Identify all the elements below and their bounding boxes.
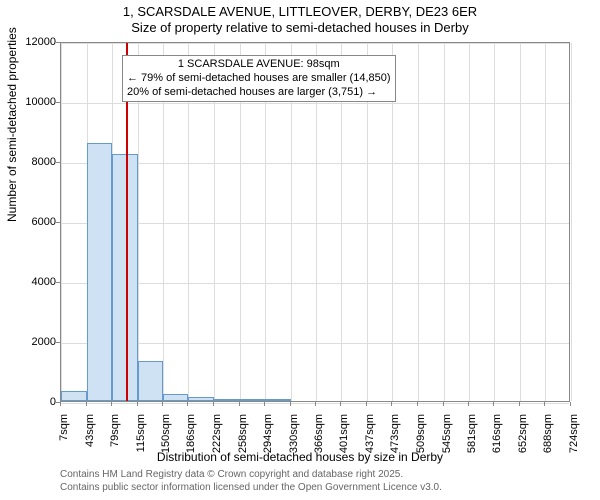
x-tick-label: 330sqm bbox=[288, 414, 300, 453]
chart-container: 1, SCARSDALE AVENUE, LITTLEOVER, DERBY, … bbox=[0, 0, 600, 500]
x-tick-label: 115sqm bbox=[135, 414, 147, 452]
y-tick-mark bbox=[56, 342, 60, 343]
x-tick-mark bbox=[493, 402, 494, 406]
histogram-bar bbox=[214, 399, 240, 401]
footer-attribution: Contains HM Land Registry data © Crown c… bbox=[60, 469, 442, 494]
x-tick-label: 186sqm bbox=[185, 414, 197, 453]
gridline-v bbox=[545, 43, 546, 401]
annotation-box: 1 SCARSDALE AVENUE: 98sqm← 79% of semi-d… bbox=[122, 55, 396, 102]
y-tick-label: 2000 bbox=[6, 336, 56, 348]
x-tick-mark bbox=[570, 402, 571, 406]
x-tick-mark bbox=[366, 402, 367, 406]
footer-line1: Contains HM Land Registry data © Crown c… bbox=[60, 469, 442, 482]
x-tick-label: 581sqm bbox=[466, 414, 478, 453]
x-tick-label: 7sqm bbox=[58, 414, 70, 441]
x-tick-mark bbox=[187, 402, 188, 406]
x-tick-mark bbox=[137, 402, 138, 406]
x-tick-label: 473sqm bbox=[389, 414, 401, 453]
gridline-v bbox=[571, 43, 572, 401]
x-tick-mark bbox=[290, 402, 291, 406]
annotation-line: 1 SCARSDALE AVENUE: 98sqm bbox=[127, 58, 391, 72]
x-tick-mark bbox=[519, 402, 520, 406]
y-tick-label: 4000 bbox=[6, 276, 56, 288]
x-tick-label: 724sqm bbox=[568, 414, 580, 453]
x-tick-mark bbox=[86, 402, 87, 406]
x-tick-label: 366sqm bbox=[313, 414, 325, 453]
x-tick-label: 258sqm bbox=[237, 414, 249, 453]
annotation-line: ← 79% of semi-detached houses are smalle… bbox=[127, 72, 391, 86]
x-tick-mark bbox=[239, 402, 240, 406]
x-tick-mark bbox=[468, 402, 469, 406]
x-tick-label: 222sqm bbox=[211, 414, 223, 453]
histogram-bar bbox=[87, 143, 113, 401]
x-tick-mark bbox=[340, 402, 341, 406]
gridline-v bbox=[61, 43, 62, 401]
x-tick-mark bbox=[443, 402, 444, 406]
gridline-v bbox=[418, 43, 419, 401]
y-tick-mark bbox=[56, 162, 60, 163]
gridline-v bbox=[444, 43, 445, 401]
y-tick-label: 8000 bbox=[6, 156, 56, 168]
x-tick-label: 437sqm bbox=[364, 414, 376, 453]
x-tick-label: 509sqm bbox=[415, 414, 427, 453]
x-tick-label: 688sqm bbox=[542, 414, 554, 453]
x-tick-label: 616sqm bbox=[491, 414, 503, 453]
y-tick-label: 0 bbox=[6, 396, 56, 408]
gridline-v bbox=[520, 43, 521, 401]
histogram-bar bbox=[61, 391, 87, 401]
histogram-bar bbox=[188, 397, 214, 401]
y-tick-label: 12000 bbox=[6, 36, 56, 48]
x-tick-label: 79sqm bbox=[109, 414, 121, 447]
y-tick-label: 6000 bbox=[6, 216, 56, 228]
histogram-bar bbox=[138, 361, 163, 401]
x-tick-mark bbox=[60, 402, 61, 406]
x-tick-label: 150sqm bbox=[160, 414, 172, 453]
x-tick-mark bbox=[213, 402, 214, 406]
histogram-bar bbox=[163, 394, 189, 401]
x-tick-mark bbox=[162, 402, 163, 406]
x-tick-mark bbox=[417, 402, 418, 406]
y-tick-label: 10000 bbox=[6, 96, 56, 108]
x-tick-label: 401sqm bbox=[338, 414, 350, 453]
x-axis-label: Distribution of semi-detached houses by … bbox=[0, 450, 600, 464]
x-tick-mark bbox=[264, 402, 265, 406]
x-tick-label: 652sqm bbox=[517, 414, 529, 453]
annotation-line: 20% of semi-detached houses are larger (… bbox=[127, 86, 391, 100]
x-tick-label: 545sqm bbox=[441, 414, 453, 453]
y-tick-mark bbox=[56, 102, 60, 103]
x-tick-label: 294sqm bbox=[262, 414, 274, 453]
x-tick-mark bbox=[391, 402, 392, 406]
footer-line2: Contains public sector information licen… bbox=[60, 482, 442, 495]
chart-title-line1: 1, SCARSDALE AVENUE, LITTLEOVER, DERBY, … bbox=[0, 4, 600, 19]
gridline-v bbox=[494, 43, 495, 401]
x-tick-mark bbox=[544, 402, 545, 406]
y-tick-mark bbox=[56, 42, 60, 43]
histogram-bar bbox=[265, 399, 291, 401]
y-tick-mark bbox=[56, 282, 60, 283]
x-tick-mark bbox=[315, 402, 316, 406]
y-axis-label: Number of semi-detached properties bbox=[5, 27, 19, 222]
x-tick-label: 43sqm bbox=[84, 414, 96, 447]
y-tick-mark bbox=[56, 222, 60, 223]
gridline-v bbox=[469, 43, 470, 401]
x-tick-mark bbox=[111, 402, 112, 406]
histogram-bar bbox=[240, 399, 266, 401]
chart-title-line2: Size of property relative to semi-detach… bbox=[0, 20, 600, 35]
